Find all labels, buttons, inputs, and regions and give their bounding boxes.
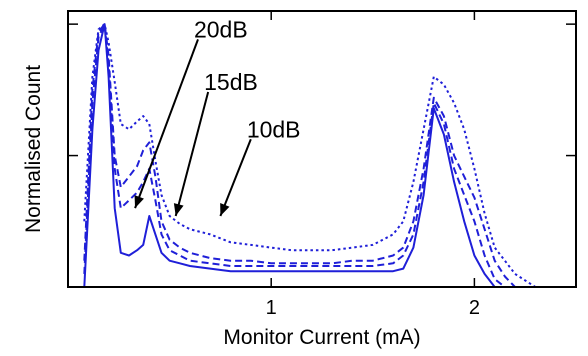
series-layer (83, 23, 556, 288)
plot-frame (67, 10, 577, 288)
annotation-arrow-3 (219, 138, 252, 217)
annotation-arrowhead-2 (173, 203, 184, 217)
series-line-2 (83, 23, 515, 288)
annotation-arrowhead-3 (220, 203, 230, 217)
annotation-arrow-1 (134, 39, 199, 209)
annotation-arrowhead-1 (134, 195, 144, 209)
series-line-1 (83, 23, 505, 288)
x-tick-label: 2 (469, 297, 480, 319)
series-line-3 (83, 23, 536, 288)
annotation-arrow-2 (174, 91, 210, 217)
x-tick-label: 1 (266, 297, 277, 319)
annotation-label-3: 10dB (247, 116, 301, 142)
annotation-layer: 20dB 15dB 10dB (134, 16, 301, 217)
annotation-label-1: 20dB (194, 16, 248, 42)
x-axis-label: Monitor Current (mA) (223, 326, 420, 349)
series-line-4 (83, 23, 556, 288)
y-axis-label: Normalised Count (22, 65, 45, 233)
annotation-label-2: 15dB (204, 69, 258, 95)
